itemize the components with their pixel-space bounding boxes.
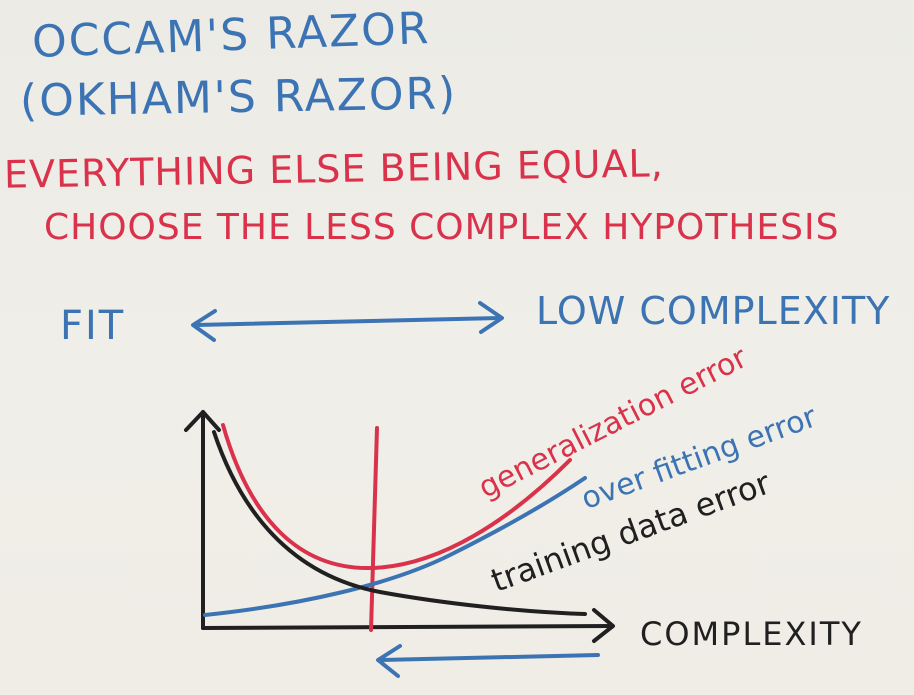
- principle-line-2: CHOOSE THE LESS COMPLEX HYPOTHESIS: [44, 207, 840, 248]
- x-axis-arrowhead: [592, 608, 615, 643]
- training-data-error-curve: [212, 430, 587, 616]
- optimum-line: [369, 426, 379, 632]
- fit-label: FIT: [60, 303, 126, 349]
- principle-line-1: EVERYTHING ELSE BEING EQUAL,: [3, 141, 665, 197]
- x-axis-label: COMPLEXITY: [640, 615, 863, 653]
- graph-axes: [184, 410, 615, 643]
- tradeoff-arrow: [191, 301, 504, 342]
- x-axis: [201, 624, 614, 630]
- generalization-error-curve: [221, 423, 572, 571]
- less-complexity-arrow: [376, 644, 600, 678]
- overfitting-error-curve: [203, 476, 587, 617]
- y-axis-arrowhead: [184, 410, 221, 432]
- title-line-2: (OKHAM'S RAZOR): [19, 68, 458, 127]
- low-complexity-label: LOW COMPLEXITY: [536, 289, 891, 333]
